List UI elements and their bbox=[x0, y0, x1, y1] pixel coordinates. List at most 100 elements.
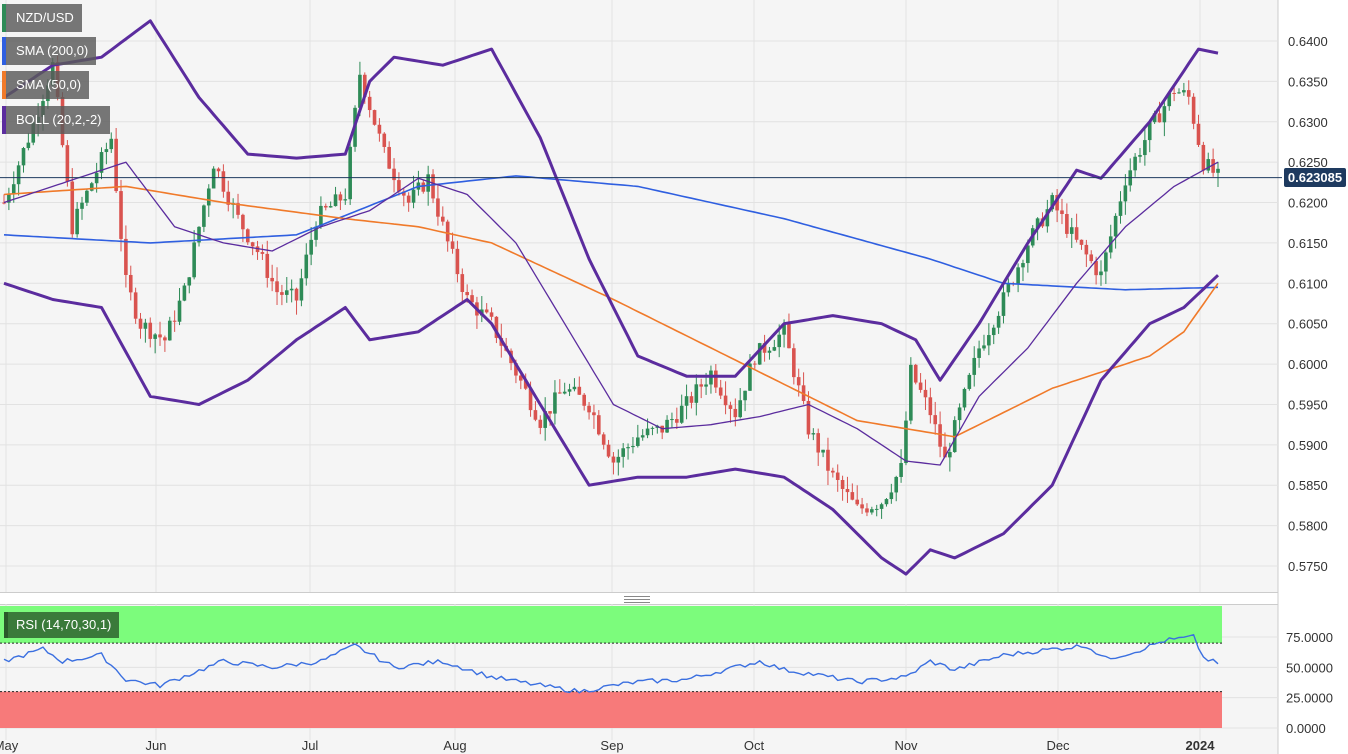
candle-down bbox=[860, 504, 864, 509]
candle-down bbox=[840, 479, 845, 489]
candle-up bbox=[1001, 292, 1006, 316]
legend-sma50[interactable]: SMA (50,0) bbox=[2, 71, 90, 99]
candle-up bbox=[1118, 201, 1123, 216]
boll-upper-line bbox=[3, 19, 1219, 382]
candle-down bbox=[597, 415, 601, 435]
candle-up bbox=[1026, 245, 1030, 264]
candle-down bbox=[275, 281, 279, 293]
candle-up bbox=[304, 254, 309, 279]
candle-down bbox=[119, 191, 123, 239]
candle-down bbox=[1186, 90, 1191, 97]
candle-up bbox=[1182, 90, 1186, 93]
candle-up bbox=[1113, 215, 1118, 237]
candle-up bbox=[553, 392, 557, 414]
candle-up bbox=[1177, 92, 1181, 94]
y-tick-label: 0.5900 bbox=[1288, 438, 1328, 453]
candle-up bbox=[679, 405, 684, 423]
oversold-zone bbox=[0, 691, 1222, 728]
legend-pair[interactable]: NZD/USD bbox=[2, 4, 82, 32]
candle-down bbox=[494, 316, 499, 338]
candle-down bbox=[236, 203, 240, 215]
candle-up bbox=[631, 445, 635, 448]
y-tick-label: 0.6150 bbox=[1288, 236, 1328, 251]
candle-down bbox=[587, 405, 591, 413]
candle-down bbox=[260, 252, 265, 254]
candle-up bbox=[1035, 218, 1040, 229]
candle-up bbox=[821, 449, 825, 453]
candle-down bbox=[1196, 123, 1201, 145]
candle-down bbox=[1079, 239, 1084, 245]
candle-down bbox=[294, 288, 299, 301]
candle-up bbox=[543, 411, 547, 428]
candle-up bbox=[757, 343, 762, 365]
candle-down bbox=[465, 292, 469, 296]
candle-up bbox=[991, 327, 996, 336]
candle-up bbox=[1050, 195, 1055, 210]
candle-down bbox=[440, 216, 445, 222]
candle-down bbox=[1084, 244, 1089, 255]
candle-down bbox=[128, 274, 133, 293]
candle-up bbox=[21, 148, 26, 166]
candle-down bbox=[436, 198, 440, 217]
candle-up bbox=[704, 384, 708, 387]
candle-up bbox=[626, 447, 630, 449]
candle-up bbox=[426, 174, 430, 192]
candle-down bbox=[250, 242, 255, 247]
y-axis-labels: 0.6400 0.6350 0.6300 0.6250 0.6200 0.6150 0.61… bbox=[1286, 34, 1333, 736]
candle-down bbox=[806, 400, 811, 435]
candle-up bbox=[80, 202, 84, 209]
candle-down bbox=[445, 221, 450, 242]
candle-up bbox=[640, 435, 645, 438]
candle-down bbox=[826, 449, 830, 471]
candle-down bbox=[533, 410, 538, 420]
candle-up bbox=[182, 285, 187, 301]
candle-up bbox=[167, 320, 172, 341]
y-tick-label: 0.6400 bbox=[1288, 34, 1328, 49]
candle-up bbox=[1206, 159, 1211, 171]
candle-down bbox=[65, 145, 70, 182]
candle-up bbox=[977, 348, 981, 358]
candle-up bbox=[782, 323, 786, 335]
candle-down bbox=[241, 214, 245, 230]
candle-down bbox=[338, 194, 343, 201]
legend-sma200[interactable]: SMA (200,0) bbox=[2, 37, 97, 65]
candle-up bbox=[85, 190, 89, 203]
candle-down bbox=[548, 411, 552, 414]
candle-up bbox=[1152, 113, 1157, 123]
candle-up bbox=[309, 239, 313, 255]
rsi-line bbox=[3, 633, 1219, 694]
candle-up bbox=[1138, 155, 1142, 157]
candle-up bbox=[694, 384, 699, 403]
candle-up bbox=[11, 184, 16, 195]
candle-down bbox=[918, 382, 923, 390]
candle-up bbox=[1104, 252, 1108, 272]
rsi-tick-label: 75.0000 bbox=[1286, 630, 1333, 645]
candle-up bbox=[26, 142, 31, 149]
y-tick-label: 0.5750 bbox=[1288, 559, 1328, 574]
pane-resize-handle[interactable] bbox=[624, 596, 650, 603]
candle-down bbox=[172, 320, 177, 322]
candle-up bbox=[962, 388, 967, 408]
y-tick-label: 0.6050 bbox=[1288, 317, 1328, 332]
candle-up bbox=[202, 205, 206, 227]
candle-up bbox=[743, 390, 747, 401]
legend-rsi[interactable]: RSI (14,70,30,1) bbox=[4, 612, 120, 638]
candle-down bbox=[489, 312, 494, 317]
candle-down bbox=[401, 191, 406, 196]
current-price-tag: 0.623085 bbox=[1284, 168, 1346, 187]
candle-up bbox=[104, 149, 109, 153]
candle-down bbox=[265, 253, 270, 278]
sma50-line bbox=[3, 185, 1219, 438]
candle-up bbox=[1069, 227, 1074, 234]
candle-up bbox=[972, 357, 977, 375]
candle-up bbox=[289, 288, 294, 291]
candle-down bbox=[699, 384, 703, 387]
candle-down bbox=[835, 472, 840, 480]
legend-boll[interactable]: BOLL (20,2,-2) bbox=[2, 106, 110, 134]
candle-down bbox=[2, 202, 6, 204]
candle-down bbox=[762, 343, 767, 353]
candle-down bbox=[1065, 214, 1069, 234]
y-tick-label: 0.6250 bbox=[1288, 155, 1328, 170]
candle-up bbox=[738, 400, 743, 418]
candle-down bbox=[158, 334, 162, 338]
